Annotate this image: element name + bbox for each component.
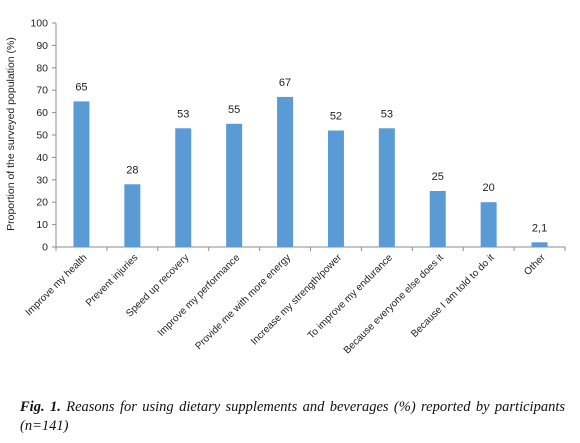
- x-tick-label: Prevent injuries: [84, 252, 141, 309]
- bar: [480, 202, 497, 247]
- y-tick-label: 80: [36, 62, 48, 74]
- bar: [73, 101, 90, 248]
- figure-caption: Fig. 1. Reasons for using dietary supple…: [20, 398, 565, 436]
- value-labels: 65 28 53 55 67 52 53 25 20 2,1: [75, 77, 547, 234]
- y-tick-label: 0: [42, 242, 48, 254]
- x-tick-label: Increase my strength/power: [249, 252, 345, 348]
- y-axis-label: Proportion of the surveyed population (%…: [5, 37, 17, 231]
- data-label: 25: [432, 171, 444, 183]
- bar: [226, 123, 243, 247]
- x-tick-label: To improve my endurance: [306, 252, 395, 341]
- data-label: 28: [126, 164, 138, 176]
- data-label: 2,1: [532, 222, 547, 234]
- y-tick-label: 90: [36, 40, 48, 52]
- y-tick-label: 40: [36, 152, 48, 164]
- y-tick-label: 60: [36, 107, 48, 119]
- figure-caption-text: Reasons for using dietary supplements an…: [20, 399, 565, 434]
- y-tick-label: 30: [36, 174, 48, 186]
- bar-chart: 0 10 20 30 40 50 60 70 80 90 100 65 28 53 55 67 52 53 25 2…: [5, 18, 566, 356]
- bar: [327, 130, 344, 247]
- bar: [277, 96, 294, 247]
- y-tick-label: 100: [30, 18, 48, 30]
- bars: [73, 96, 548, 248]
- x-tick-label: Because everyone else does it: [342, 252, 446, 356]
- data-label: 53: [381, 108, 393, 120]
- x-tick-label: Because I am told to do it: [409, 252, 497, 340]
- bar: [429, 191, 446, 247]
- x-tick-label: Improve my performance: [156, 252, 243, 339]
- data-label: 67: [279, 77, 291, 89]
- data-label: 52: [330, 111, 342, 123]
- data-label: 53: [177, 108, 189, 120]
- data-label: 55: [228, 104, 240, 116]
- figure-label: Fig. 1.: [20, 399, 61, 415]
- x-tick-label: Other: [522, 252, 548, 278]
- x-tick-label: Improve my health: [24, 252, 90, 318]
- y-tick-label: 70: [36, 85, 48, 97]
- bar: [175, 128, 192, 247]
- data-label: 20: [483, 182, 495, 194]
- x-tick-label: Provide me with more energy: [193, 252, 293, 352]
- y-axis-ticks: 0 10 20 30 40 50 60 70 80 90 100: [30, 18, 56, 254]
- data-label: 65: [75, 81, 87, 93]
- y-tick-label: 50: [36, 130, 48, 142]
- y-tick-label: 10: [36, 219, 48, 231]
- bar: [124, 184, 141, 247]
- y-tick-label: 20: [36, 197, 48, 209]
- bar: [531, 242, 548, 247]
- bar: [378, 128, 395, 247]
